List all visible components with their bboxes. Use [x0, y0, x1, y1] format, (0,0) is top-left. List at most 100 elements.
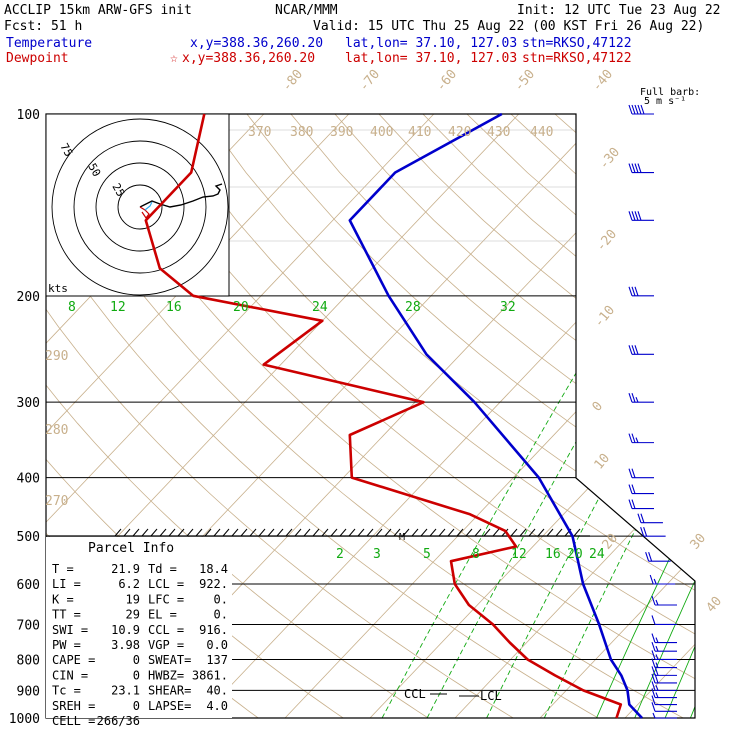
hatch-mark	[573, 528, 581, 537]
dry-adiabat	[46, 114, 514, 718]
hatch-mark	[141, 528, 149, 537]
hatch-mark	[510, 528, 518, 537]
parcel-info-cell: Td =	[148, 562, 177, 576]
mixing-ratio-line	[689, 295, 695, 718]
isotherm-line	[46, 114, 435, 718]
isotherm-line	[710, 114, 740, 718]
hatch-mark	[519, 528, 527, 537]
wind-barb-half	[655, 685, 659, 691]
isotherm-line	[454, 114, 695, 718]
hatch-mark	[186, 528, 194, 537]
wind-barb-flag	[628, 286, 633, 296]
dry-adiabat	[466, 114, 695, 718]
wind-barb-flag	[651, 688, 656, 698]
wind-barb	[651, 695, 677, 706]
wind-barb-half	[655, 637, 659, 643]
mixing-ratio-label-lower: 8	[472, 547, 480, 562]
wind-barb-flag	[645, 552, 650, 562]
isotherm-line	[199, 114, 695, 718]
isotherm-line	[284, 114, 695, 718]
hatch-mark	[231, 528, 239, 537]
hatch-mark	[357, 528, 365, 537]
theta-label: 390	[330, 125, 353, 140]
temperature-station: stn=RKSO,47122	[522, 36, 632, 51]
wind-barb-flag	[631, 393, 636, 403]
parcel-info-cell: CIN =	[52, 668, 88, 682]
hatch-mark	[546, 528, 554, 537]
pressure-label: 400	[17, 472, 40, 487]
wind-barb	[628, 286, 654, 297]
wind-barb	[637, 513, 663, 524]
hatch-mark	[267, 528, 275, 537]
hatch-mark	[411, 528, 419, 537]
isotherm-label: 30	[688, 531, 710, 553]
isotherm-label: 0	[590, 399, 607, 415]
pressure-label: 500	[17, 530, 40, 545]
wind-barb-flag	[640, 104, 645, 115]
parcel-info-cell: CELL =	[52, 714, 95, 728]
wind-barb	[628, 499, 654, 510]
dry-adiabat	[70, 114, 695, 718]
hatch-mark	[213, 528, 221, 537]
parcel-info-cell: 0.	[214, 608, 228, 622]
mixing-ratio-line	[596, 295, 695, 718]
mixing-ratio-label-lower: 12	[511, 547, 527, 562]
hatch-mark	[366, 528, 374, 537]
dewpoint-profile	[144, 113, 623, 719]
wind-barb-half	[655, 599, 659, 606]
wind-barb-flag	[628, 499, 633, 509]
wind-barb-half	[655, 692, 659, 698]
parcel-info-cell: PW =	[52, 638, 81, 652]
hodograph-lowlevel-trace	[139, 206, 150, 220]
parcel-info-cell: LCL =	[148, 577, 184, 591]
isotherm-label: 10	[592, 451, 614, 473]
temperature-xy: x,y=388.36,260.20	[190, 36, 323, 51]
hatch-mark	[114, 528, 122, 537]
parcel-info-cell: SREH =	[52, 699, 95, 713]
theta-label: 410	[408, 125, 431, 140]
wind-barb-half	[655, 662, 659, 668]
wind-barb-flag	[628, 104, 633, 115]
parcel-info-cell: TT =	[52, 608, 81, 622]
wind-barb-flag	[649, 574, 654, 585]
pressure-label: 700	[17, 618, 40, 633]
parcel-info-cell: LI =	[52, 577, 81, 591]
pressure-label: 1000	[9, 712, 40, 727]
parcel-info-cell: SHEAR=	[148, 684, 191, 698]
theta-label: 440	[530, 125, 553, 140]
hatch-mark	[447, 528, 455, 537]
hodograph-ring	[95, 162, 185, 252]
dewpoint-station: stn=RKSO,47122	[522, 51, 632, 66]
mixing-ratio-label-lower: 2	[336, 547, 344, 562]
parcel-info-cell: 0	[133, 668, 140, 682]
wind-barb	[652, 712, 677, 719]
wind-barb-half	[655, 645, 659, 652]
ccl-label: CCL	[404, 687, 426, 701]
wind-barb	[628, 393, 654, 403]
dry-adiabat	[290, 114, 695, 718]
isotherm-label: -70	[357, 67, 384, 95]
hatch-mark	[384, 528, 392, 537]
mixing-ratio-line	[486, 295, 695, 718]
parcel-info-cell: 29	[126, 608, 140, 622]
hodograph-ring-label: 25	[109, 181, 127, 199]
hatch-mark	[393, 528, 401, 537]
wind-barb	[651, 688, 677, 699]
dry-adiabat	[158, 114, 695, 718]
hatch-mark	[339, 528, 347, 537]
wind-barb-flag	[634, 211, 639, 221]
wind-barb	[651, 641, 677, 652]
isotherm-line	[0, 114, 9, 718]
mixing-ratio-label-upper: 32	[500, 300, 516, 315]
isotherm-label: -60	[434, 67, 461, 95]
hatch-mark	[258, 528, 266, 537]
hatch-mark	[177, 528, 185, 537]
mixing-ratio-label-upper: 16	[166, 300, 182, 315]
hatch-mark	[483, 528, 491, 537]
hodograph-ring	[73, 140, 207, 274]
hatch-mark	[294, 528, 302, 537]
hodograph-ring	[51, 118, 229, 296]
parcel-info-cell: LAPSE=	[148, 699, 191, 713]
